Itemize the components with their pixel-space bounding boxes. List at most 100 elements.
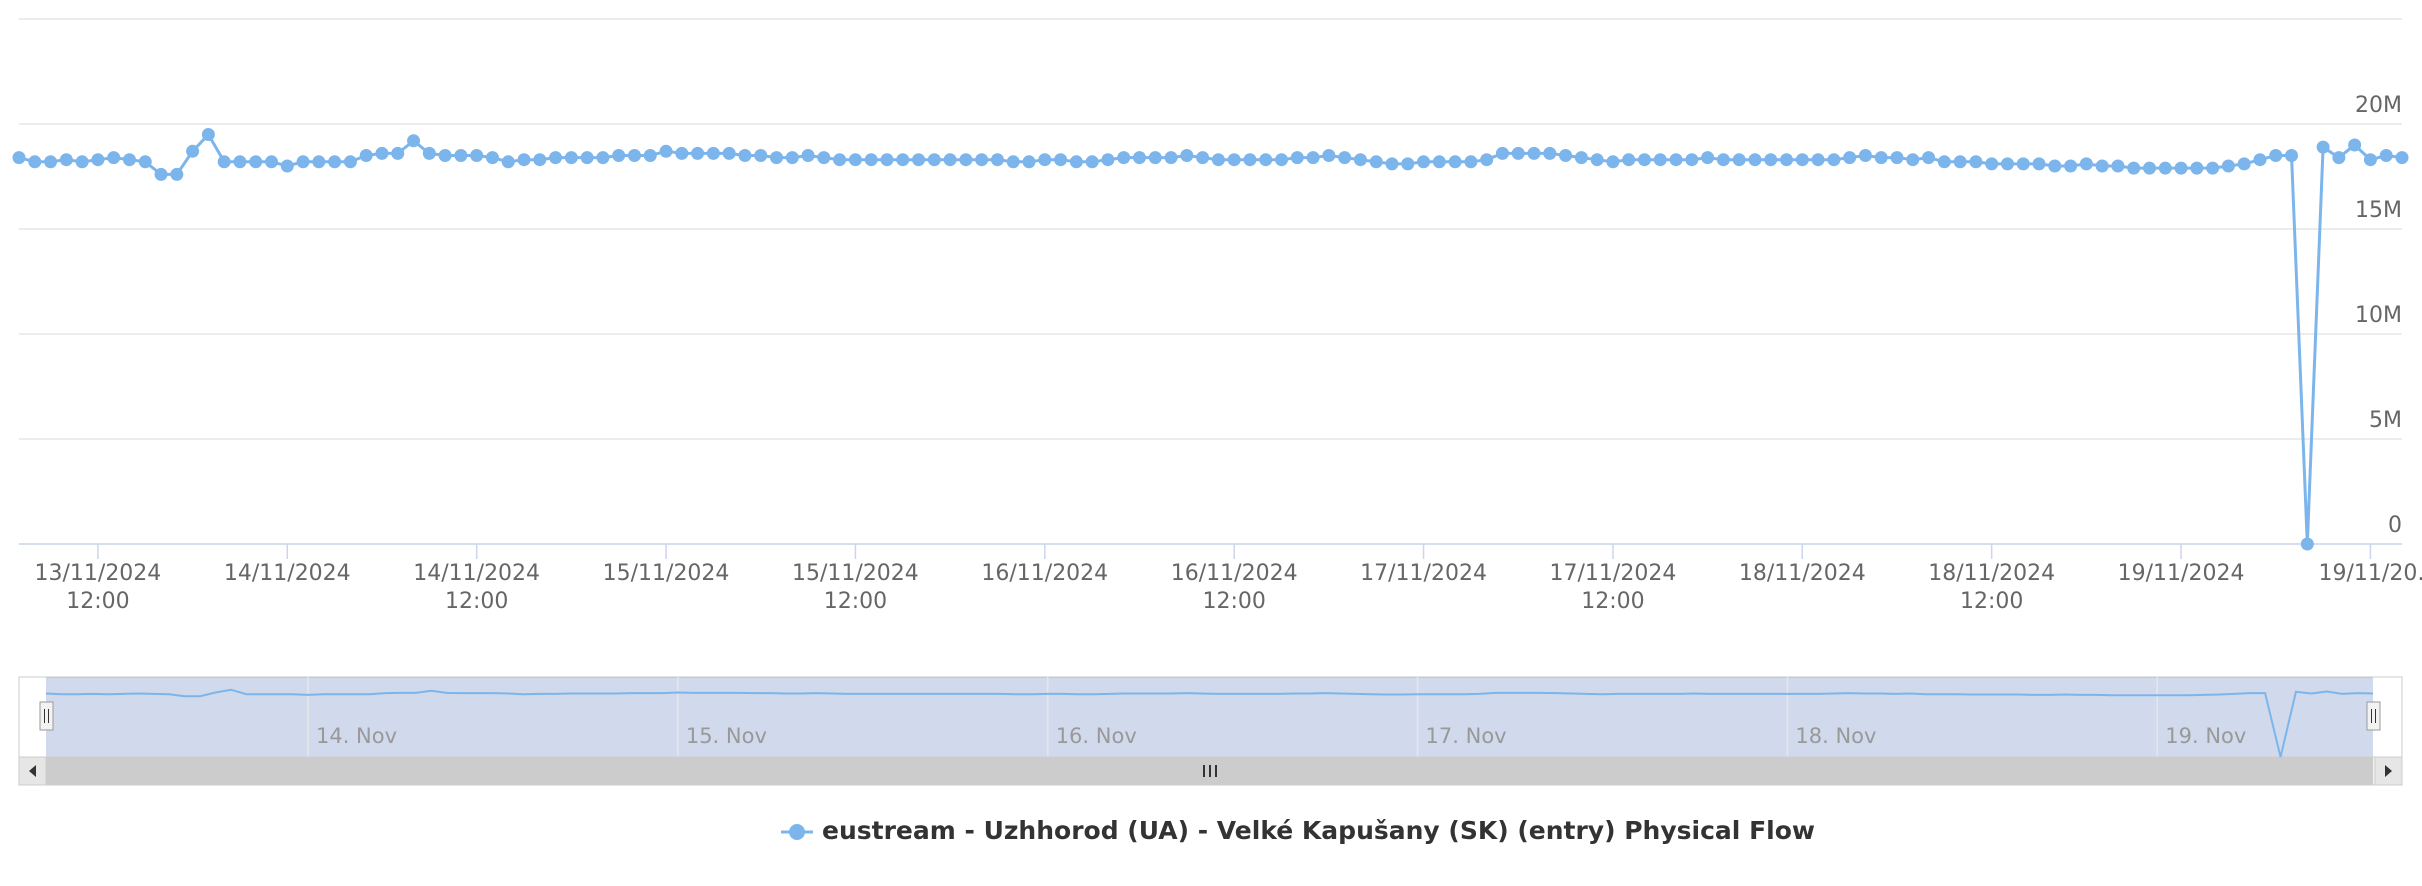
- data-point: [328, 155, 342, 169]
- y-tick-label: 5M: [2369, 408, 2402, 433]
- data-point: [564, 151, 578, 165]
- data-point: [1511, 146, 1525, 160]
- data-point: [122, 153, 136, 167]
- data-point: [2064, 159, 2078, 173]
- data-point: [1732, 153, 1746, 167]
- navigator-tick-label: 16. Nov: [1056, 724, 1137, 748]
- data-point: [1937, 155, 1951, 169]
- x-tick-label: 18/11/2024: [1738, 561, 1866, 586]
- data-point: [2206, 161, 2220, 175]
- data-point: [1148, 151, 1162, 165]
- data-point: [343, 155, 357, 169]
- data-point: [2048, 159, 2062, 173]
- data-point: [1164, 151, 1178, 165]
- data-point: [1874, 151, 1888, 165]
- x-tick-label: 18/11/2024 12:00: [1928, 561, 2056, 614]
- data-point: [1401, 157, 1415, 171]
- y-tick-label: 20M: [2355, 93, 2402, 118]
- data-point: [1543, 146, 1557, 160]
- data-point: [249, 155, 263, 169]
- navigator-tick-label: 19. Nov: [2165, 724, 2246, 748]
- data-point: [438, 149, 452, 162]
- legend-marker: [789, 824, 805, 840]
- data-point: [1054, 153, 1068, 167]
- data-point: [549, 151, 563, 165]
- data-point: [2253, 153, 2267, 167]
- data-point: [2095, 159, 2109, 173]
- legend-label[interactable]: eustream - Uzhhorod (UA) - Velké Kapušan…: [822, 816, 1815, 845]
- data-point: [170, 167, 184, 181]
- data-point: [1637, 153, 1651, 167]
- data-point: [1622, 153, 1636, 167]
- data-point: [2300, 537, 2314, 551]
- data-point: [407, 134, 421, 148]
- x-tick-label: 19/11/20...: [2318, 561, 2422, 586]
- navigator-tick-label: 15. Nov: [686, 724, 767, 748]
- data-point: [1716, 153, 1730, 167]
- data-point: [959, 153, 973, 167]
- data-point: [1969, 155, 1983, 169]
- navigator-tick-label: 17. Nov: [1426, 724, 1507, 748]
- data-point: [75, 155, 89, 169]
- scroll-arrow-left: [29, 765, 36, 777]
- data-point: [2316, 140, 2330, 154]
- data-point: [1306, 151, 1320, 165]
- data-point: [533, 153, 547, 167]
- data-point: [2363, 153, 2377, 167]
- x-tick-label: 19/11/2024: [2117, 561, 2245, 586]
- data-point: [2332, 151, 2346, 165]
- data-point: [233, 155, 247, 169]
- series-line: [18, 132, 2403, 545]
- data-point: [217, 155, 231, 169]
- data-point: [12, 151, 26, 165]
- data-point: [1464, 155, 1478, 169]
- data-point: [1606, 155, 1620, 169]
- data-point: [627, 149, 641, 162]
- data-point: [2348, 138, 2362, 152]
- data-point: [848, 153, 862, 167]
- data-point: [2174, 161, 2188, 175]
- x-tick-label: 14/11/2024: [223, 561, 351, 586]
- data-point: [770, 151, 784, 165]
- data-point: [138, 155, 152, 169]
- data-point: [2127, 161, 2141, 175]
- data-point: [975, 153, 989, 167]
- data-point: [1085, 155, 1099, 169]
- data-point: [2158, 161, 2172, 175]
- data-point: [454, 149, 468, 162]
- data-point: [1448, 155, 1462, 169]
- data-point: [1795, 153, 1809, 167]
- data-point: [1527, 146, 1541, 160]
- data-point: [1764, 153, 1778, 167]
- data-point: [1132, 151, 1146, 165]
- data-point: [2269, 149, 2283, 162]
- data-point: [2079, 157, 2093, 171]
- data-point: [1590, 153, 1604, 167]
- data-point: [880, 153, 894, 167]
- data-point: [59, 153, 73, 167]
- data-point: [470, 149, 484, 162]
- data-point: [501, 155, 515, 169]
- data-point: [280, 159, 294, 173]
- data-point: [391, 146, 405, 160]
- navigator-handle-left[interactable]: [39, 701, 54, 731]
- data-point: [1369, 155, 1383, 169]
- data-point: [722, 146, 736, 160]
- data-point: [1180, 149, 1194, 162]
- data-point: [1227, 153, 1241, 167]
- data-point: [375, 146, 389, 160]
- data-point: [1574, 151, 1588, 165]
- data-point: [2190, 161, 2204, 175]
- data-point: [612, 149, 626, 162]
- data-point: [1495, 146, 1509, 160]
- data-point: [91, 153, 105, 167]
- data-point: [1417, 155, 1431, 169]
- data-point: [990, 153, 1004, 167]
- data-point: [1290, 151, 1304, 165]
- data-point: [833, 153, 847, 167]
- x-tick-label: 16/11/2024: [981, 561, 1109, 586]
- data-point: [1243, 153, 1257, 167]
- navigator-handle-right[interactable]: [2366, 701, 2381, 731]
- x-tick-label: 14/11/2024 12:00: [413, 561, 541, 614]
- data-point: [643, 149, 657, 162]
